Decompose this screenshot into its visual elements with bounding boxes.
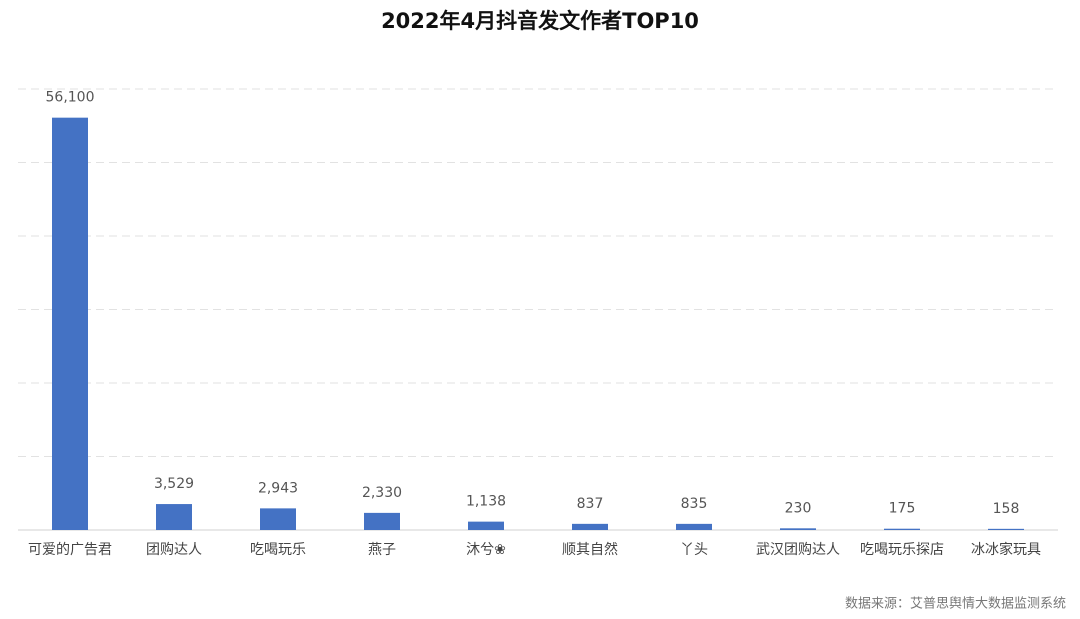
x-tick-label: 丫头: [680, 542, 708, 558]
x-tick-label: 可爱的广告君: [28, 542, 112, 558]
x-tick-label: 武汉团购达人: [756, 542, 840, 558]
x-tick-label: 燕子: [368, 542, 396, 558]
value-label: 2,330: [362, 485, 402, 501]
bar: [364, 512, 400, 530]
x-tick-label: 吃喝玩乐: [250, 542, 306, 558]
bar: [156, 504, 192, 530]
value-label: 3,529: [154, 476, 194, 492]
bar: [468, 521, 504, 530]
bar: [572, 523, 608, 530]
bar: [52, 117, 88, 530]
x-tick-label: 冰冰家玩具: [971, 541, 1041, 558]
x-tick-label: 吃喝玩乐探店: [860, 542, 944, 558]
bar: [988, 528, 1024, 530]
bar: [884, 528, 920, 530]
value-label: 56,100: [46, 90, 95, 106]
x-tick-label: 顺其自然: [562, 541, 618, 558]
bar: [260, 508, 296, 530]
bar: [676, 523, 712, 530]
value-label: 2,943: [258, 480, 298, 496]
x-tick-label: 团购达人: [146, 542, 202, 558]
bar: [780, 528, 816, 530]
value-label: 158: [993, 501, 1020, 517]
value-label: 835: [681, 496, 708, 512]
value-label: 175: [889, 501, 916, 517]
value-label: 1,138: [466, 494, 506, 510]
x-tick-label: 沐兮❀: [466, 542, 506, 558]
value-label: 837: [577, 496, 604, 512]
source-note: 数据来源：艾普思舆情大数据监测系统: [845, 597, 1066, 612]
value-label: 230: [785, 500, 812, 516]
chart-title: 2022年4月抖音发文作者TOP10: [381, 9, 699, 33]
